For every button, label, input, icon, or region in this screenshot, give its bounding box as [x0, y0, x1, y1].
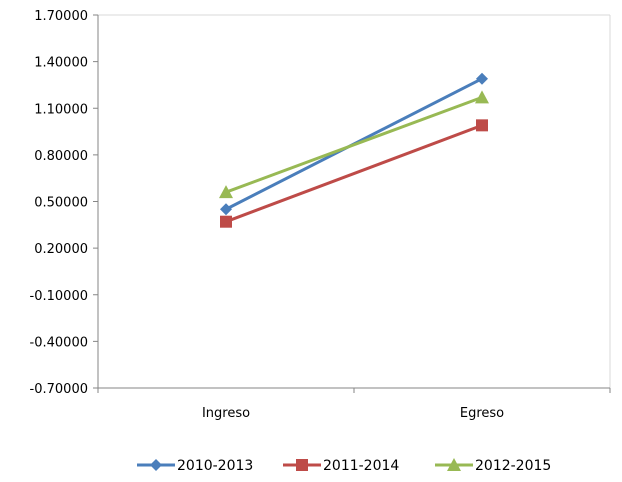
series-layer — [219, 72, 489, 228]
data-point — [220, 203, 232, 216]
legend-marker — [296, 459, 308, 471]
legend-item: 2011-2014 — [283, 458, 399, 474]
data-point — [475, 90, 489, 104]
legend-item: 2010-2013 — [137, 458, 253, 474]
data-point — [220, 215, 232, 228]
y-tick-label: 1.40000 — [34, 56, 88, 71]
legend-marker — [447, 458, 461, 471]
y-tick-label: 0.80000 — [34, 149, 88, 164]
legend-label: 2010-2013 — [177, 458, 253, 474]
y-tick-label: -0.70000 — [30, 382, 88, 397]
data-point — [476, 72, 488, 85]
series-line — [225, 123, 483, 224]
legend-label: 2012-2015 — [475, 458, 551, 474]
axes: -0.70000 -0.40000 -0.10000 0.20000 0.50000 0.… — [30, 9, 611, 421]
y-tick-label: 0.50000 — [34, 196, 88, 211]
y-tick-label: 1.70000 — [34, 9, 88, 24]
y-tick-label: 0.20000 — [34, 242, 88, 257]
x-tick-label: Egreso — [460, 406, 504, 421]
series-2011-2014 — [220, 119, 488, 228]
y-tick-label: -0.40000 — [30, 335, 88, 350]
data-point — [476, 119, 488, 132]
legend-item: 2012-2015 — [435, 458, 551, 474]
y-tick-label: -0.10000 — [30, 289, 88, 304]
legend: 2010-2013 2011-2014 2012-2015 — [137, 458, 551, 474]
y-tick-label: 1.10000 — [34, 102, 88, 117]
series-2012-2015 — [219, 90, 489, 199]
legend-marker — [150, 459, 162, 471]
data-point — [219, 185, 233, 199]
x-tick-label: Ingreso — [202, 406, 250, 421]
series-line — [225, 95, 483, 194]
legend-label: 2011-2014 — [323, 458, 399, 474]
